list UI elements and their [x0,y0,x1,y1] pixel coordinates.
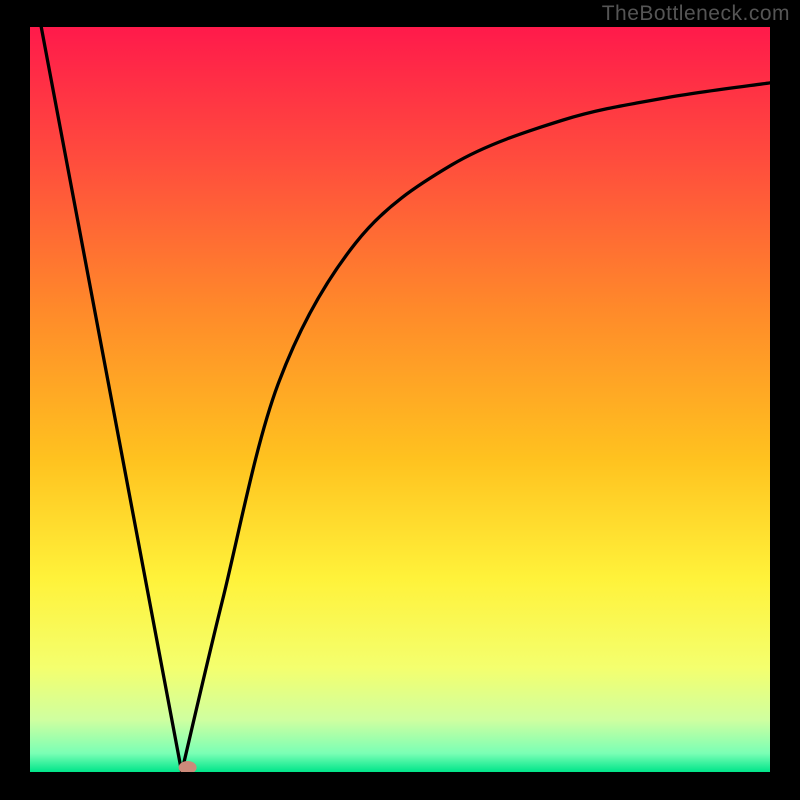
chart-frame: TheBottleneck.com [0,0,800,800]
chart-svg [30,27,770,772]
watermark-label: TheBottleneck.com [602,2,790,26]
plot-area [30,27,770,772]
gradient-background [30,27,770,772]
